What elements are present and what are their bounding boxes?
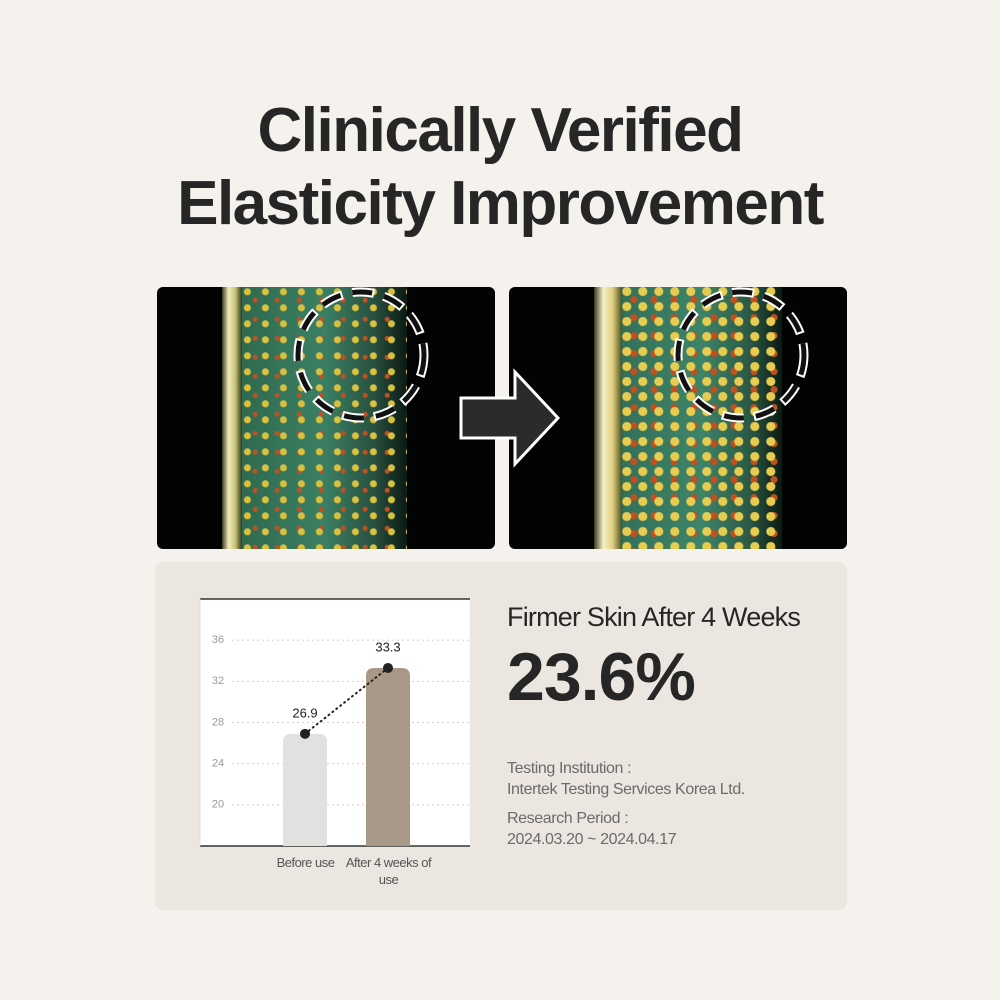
y-tick-label: 36 bbox=[212, 634, 224, 646]
bar bbox=[283, 733, 327, 846]
highlight-circle bbox=[675, 289, 807, 421]
y-tick-label: 28 bbox=[212, 716, 224, 728]
info-text: Intertek Testing Services Korea Ltd. bbox=[507, 781, 745, 798]
value-label: 33.3 bbox=[375, 639, 400, 654]
point bbox=[300, 728, 310, 739]
image-after bbox=[509, 287, 847, 549]
info-label: Research Period : bbox=[507, 810, 629, 827]
y-tick-label: 32 bbox=[212, 675, 224, 687]
arrow bbox=[459, 368, 561, 468]
info-label: Testing Institution : bbox=[507, 760, 632, 777]
x-tick-label: Before use bbox=[276, 855, 335, 870]
result-label: Firmer Skin After 4 Weeks bbox=[507, 602, 801, 632]
title: Elasticity Improvement bbox=[177, 169, 824, 238]
bar bbox=[366, 667, 410, 846]
title: Clinically Verified bbox=[257, 96, 744, 165]
y-tick-label: 24 bbox=[212, 758, 224, 770]
x-tick-label: After 4 weeks of use bbox=[345, 855, 432, 887]
highlight-circle bbox=[295, 289, 427, 421]
result-value: 23.6% bbox=[507, 639, 696, 715]
image-before bbox=[157, 287, 495, 549]
info-text: 2024.03.20 ~ 2024.04.17 bbox=[507, 831, 677, 848]
y-tick-label: 20 bbox=[212, 799, 224, 811]
point bbox=[383, 662, 393, 673]
chart-area bbox=[200, 599, 470, 846]
value-label: 26.9 bbox=[292, 705, 317, 720]
